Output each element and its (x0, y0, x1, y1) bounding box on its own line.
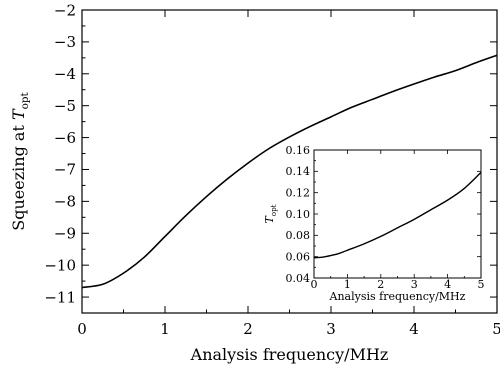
x-tick-label: 1 (160, 320, 170, 338)
inset-x-tick-label: 2 (377, 278, 384, 291)
inset-y-axis-label-symbol: T (263, 215, 276, 224)
y-tick-label: −10 (44, 256, 76, 274)
inset-y-tick-label: 0.10 (286, 208, 311, 221)
x-tick-label: 5 (492, 320, 500, 338)
main-plot: 0 1 2 3 4 5 −11 −10 −9 −8 −7 −6 −5 −4 −3 −2 Analysis fre… (9, 1, 500, 364)
inset-x-tick-label: 4 (444, 278, 451, 291)
y-tick-label: −9 (54, 225, 76, 243)
y-tick-label: −2 (54, 1, 76, 19)
y-axis-label-symbol: T (9, 108, 28, 120)
inset-x-tick-label: 5 (478, 278, 485, 291)
y-tick-label: −5 (54, 97, 76, 115)
x-axis-label: Analysis frequency/MHz (190, 345, 389, 364)
inset-x-tick-label: 1 (344, 278, 351, 291)
y-tick-label: −11 (44, 288, 76, 306)
x-tick-label: 3 (326, 320, 336, 338)
inset-series-line (313, 171, 482, 259)
inset-y-axis-label-subscript: opt (269, 204, 278, 216)
inset-x-tick-label: 0 (311, 278, 318, 291)
y-tick-label: −8 (54, 193, 76, 211)
y-tick-label: −7 (54, 161, 76, 179)
y-tick-label: −6 (54, 129, 76, 147)
y-axis-label: Squeezing at Topt (9, 91, 31, 230)
inset-y-tick-label: 0.08 (286, 229, 311, 242)
series-line (81, 54, 498, 289)
inset-plot-background (314, 150, 481, 278)
x-tick-label: 2 (243, 320, 253, 338)
y-axis-label-text: Squeezing at (9, 120, 28, 231)
inset-y-axis-label: Topt (263, 204, 278, 223)
y-axis-label-subscript: opt (19, 91, 31, 109)
inset-y-tick-label: 0.06 (286, 251, 311, 264)
x-tick-label: 0 (77, 320, 87, 338)
inset-x-tick-label: 3 (411, 278, 418, 291)
inset-x-axis-label: Analysis frequency/MHz (329, 290, 466, 303)
inset-plot: 0 1 2 3 4 5 0.04 0.06 0.08 0.10 0.12 0.14 0.16 Analys… (263, 144, 485, 303)
y-tick-label: −3 (54, 33, 76, 51)
inset-y-tick-label: 0.14 (286, 165, 311, 178)
inset-y-tick-label: 0.16 (286, 144, 311, 157)
inset-y-tick-label: 0.12 (286, 187, 311, 200)
y-tick-label: −4 (54, 65, 76, 83)
inset-y-tick-label: 0.04 (286, 272, 311, 285)
x-tick-label: 4 (409, 320, 419, 338)
